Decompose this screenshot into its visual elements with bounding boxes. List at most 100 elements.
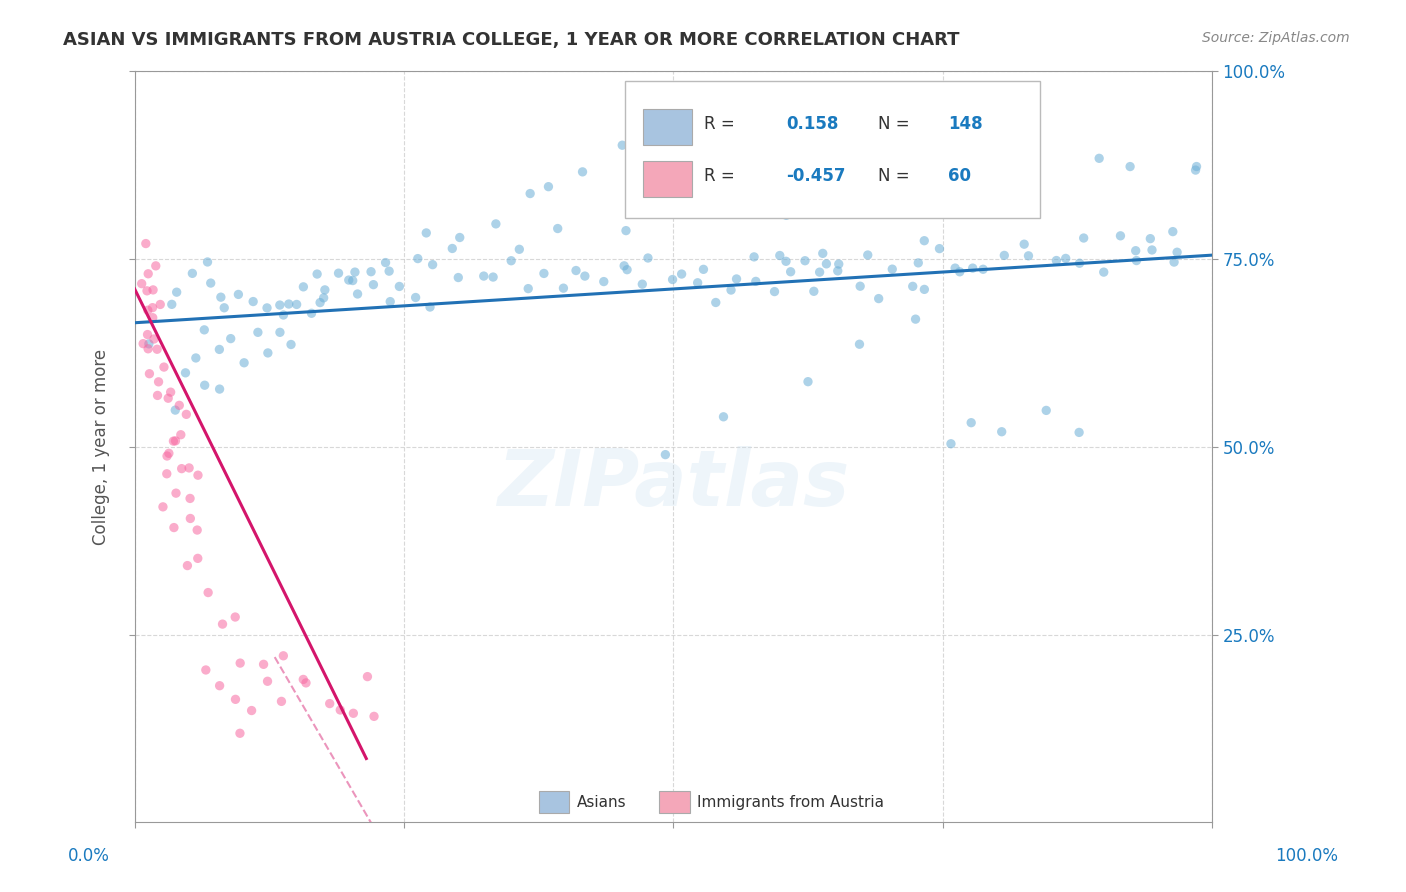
Point: [501, 253, 523, 268]
Point: [169, 398, 191, 412]
Point: [246, 326, 269, 340]
Point: [307, 267, 329, 281]
Point: [686, 276, 709, 290]
Point: [219, 332, 242, 346]
Point: [270, 694, 292, 708]
Point: [174, 366, 197, 380]
Point: [571, 165, 593, 179]
Text: R =: R =: [703, 115, 734, 133]
Point: [273, 648, 295, 663]
Text: N =: N =: [879, 167, 910, 186]
Point: [200, 276, 222, 290]
Point: [233, 356, 256, 370]
Point: [229, 656, 252, 670]
Point: [194, 378, 217, 392]
Point: [713, 409, 735, 424]
Point: [405, 291, 427, 305]
Point: [658, 205, 681, 219]
Point: [1119, 160, 1142, 174]
Point: [803, 285, 825, 299]
Point: [208, 679, 231, 693]
Point: [972, 262, 994, 277]
Point: [537, 179, 560, 194]
Point: [637, 251, 659, 265]
Point: [769, 248, 792, 262]
Point: [157, 391, 180, 405]
Point: [163, 520, 186, 534]
Text: Immigrants from Austria: Immigrants from Austria: [697, 795, 884, 810]
Point: [1139, 232, 1161, 246]
Point: [165, 486, 187, 500]
Point: [380, 294, 402, 309]
Point: [301, 306, 323, 320]
Point: [269, 326, 291, 340]
Point: [256, 674, 278, 689]
Point: [153, 360, 176, 375]
Point: [553, 281, 575, 295]
Point: [472, 268, 495, 283]
Point: [1185, 160, 1208, 174]
Point: [671, 267, 693, 281]
Point: [159, 385, 181, 400]
Point: [141, 301, 163, 315]
Point: [1163, 255, 1185, 269]
Point: [309, 295, 332, 310]
Point: [613, 259, 636, 273]
Point: [170, 427, 193, 442]
Point: [406, 252, 429, 266]
Point: [882, 262, 904, 277]
Point: [363, 709, 385, 723]
Point: [342, 274, 364, 288]
Point: [228, 287, 250, 301]
Point: [574, 269, 596, 284]
Point: [720, 283, 742, 297]
Text: 60: 60: [948, 167, 972, 186]
Point: [179, 511, 201, 525]
Point: [939, 436, 962, 450]
Point: [197, 585, 219, 599]
FancyBboxPatch shape: [643, 161, 692, 197]
Point: [1125, 244, 1147, 258]
Point: [138, 367, 160, 381]
Point: [224, 610, 246, 624]
Point: [1045, 253, 1067, 268]
Point: [449, 230, 471, 244]
Point: [170, 461, 193, 475]
Text: 0.158: 0.158: [786, 115, 839, 133]
Point: [827, 264, 849, 278]
Point: [252, 657, 274, 672]
Point: [960, 416, 983, 430]
Point: [716, 199, 738, 213]
Point: [209, 290, 232, 304]
Text: 100.0%: 100.0%: [1275, 847, 1339, 865]
Point: [212, 301, 235, 315]
Point: [360, 265, 382, 279]
Point: [725, 272, 748, 286]
Point: [257, 346, 280, 360]
Point: [934, 171, 956, 186]
Y-axis label: College, 1 year or more: College, 1 year or more: [93, 349, 110, 545]
Point: [811, 246, 834, 260]
Point: [187, 551, 209, 566]
Point: [292, 280, 315, 294]
Point: [328, 266, 350, 280]
Point: [152, 500, 174, 514]
Point: [211, 617, 233, 632]
Point: [138, 336, 160, 351]
Point: [165, 434, 187, 448]
Point: [612, 138, 634, 153]
Point: [136, 267, 159, 281]
Point: [374, 255, 396, 269]
Point: [928, 242, 950, 256]
Point: [149, 297, 172, 311]
Point: [907, 256, 929, 270]
Point: [704, 295, 727, 310]
Text: ZIPatlas: ZIPatlas: [498, 446, 849, 523]
Point: [763, 285, 786, 299]
Point: [181, 266, 204, 280]
Point: [242, 294, 264, 309]
Point: [990, 425, 1012, 439]
Point: [342, 706, 364, 721]
Point: [1073, 231, 1095, 245]
Point: [943, 261, 966, 276]
